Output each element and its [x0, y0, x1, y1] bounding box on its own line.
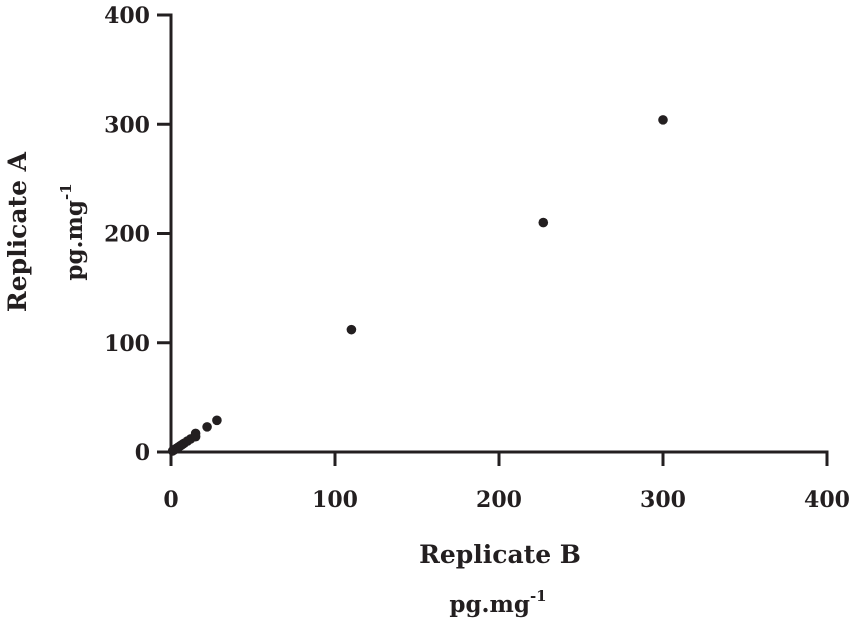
x-axis-unit-base: pg.mg	[449, 591, 530, 618]
y-axis-unit-base: pg.mg	[61, 200, 88, 281]
x-tick-label: 100	[312, 487, 358, 513]
axes: 0 100 200 300 400 0 100 200 300 400	[104, 3, 850, 513]
x-tick-label: 0	[163, 487, 178, 513]
y-tick-label: 300	[104, 112, 150, 138]
y-axis-title: Replicate A	[3, 151, 32, 312]
x-tick-label: 300	[640, 487, 686, 513]
y-tick-label: 0	[135, 440, 150, 466]
data-point	[190, 428, 201, 439]
x-tick-label: 400	[804, 487, 850, 513]
y-axis-unit-exponent: -1	[57, 183, 75, 200]
x-axis-ticks: 0 100 200 300 400	[163, 452, 850, 513]
y-tick-label: 100	[104, 331, 150, 357]
data-point	[202, 422, 212, 432]
data-point	[658, 115, 668, 125]
y-axis-unit: pg.mg-1	[57, 183, 88, 280]
data-point	[346, 324, 357, 335]
x-axis-title: Replicate B	[419, 540, 581, 569]
data-point	[538, 217, 549, 228]
y-tick-label: 400	[104, 3, 150, 29]
x-tick-label: 200	[476, 487, 522, 513]
y-axis-ticks: 0 100 200 300 400	[104, 3, 171, 466]
y-tick-label: 200	[104, 222, 150, 248]
data-points	[167, 115, 668, 456]
data-point	[212, 415, 222, 426]
x-axis-unit-exponent: -1	[530, 587, 547, 605]
x-axis-unit: pg.mg-1	[449, 587, 546, 618]
